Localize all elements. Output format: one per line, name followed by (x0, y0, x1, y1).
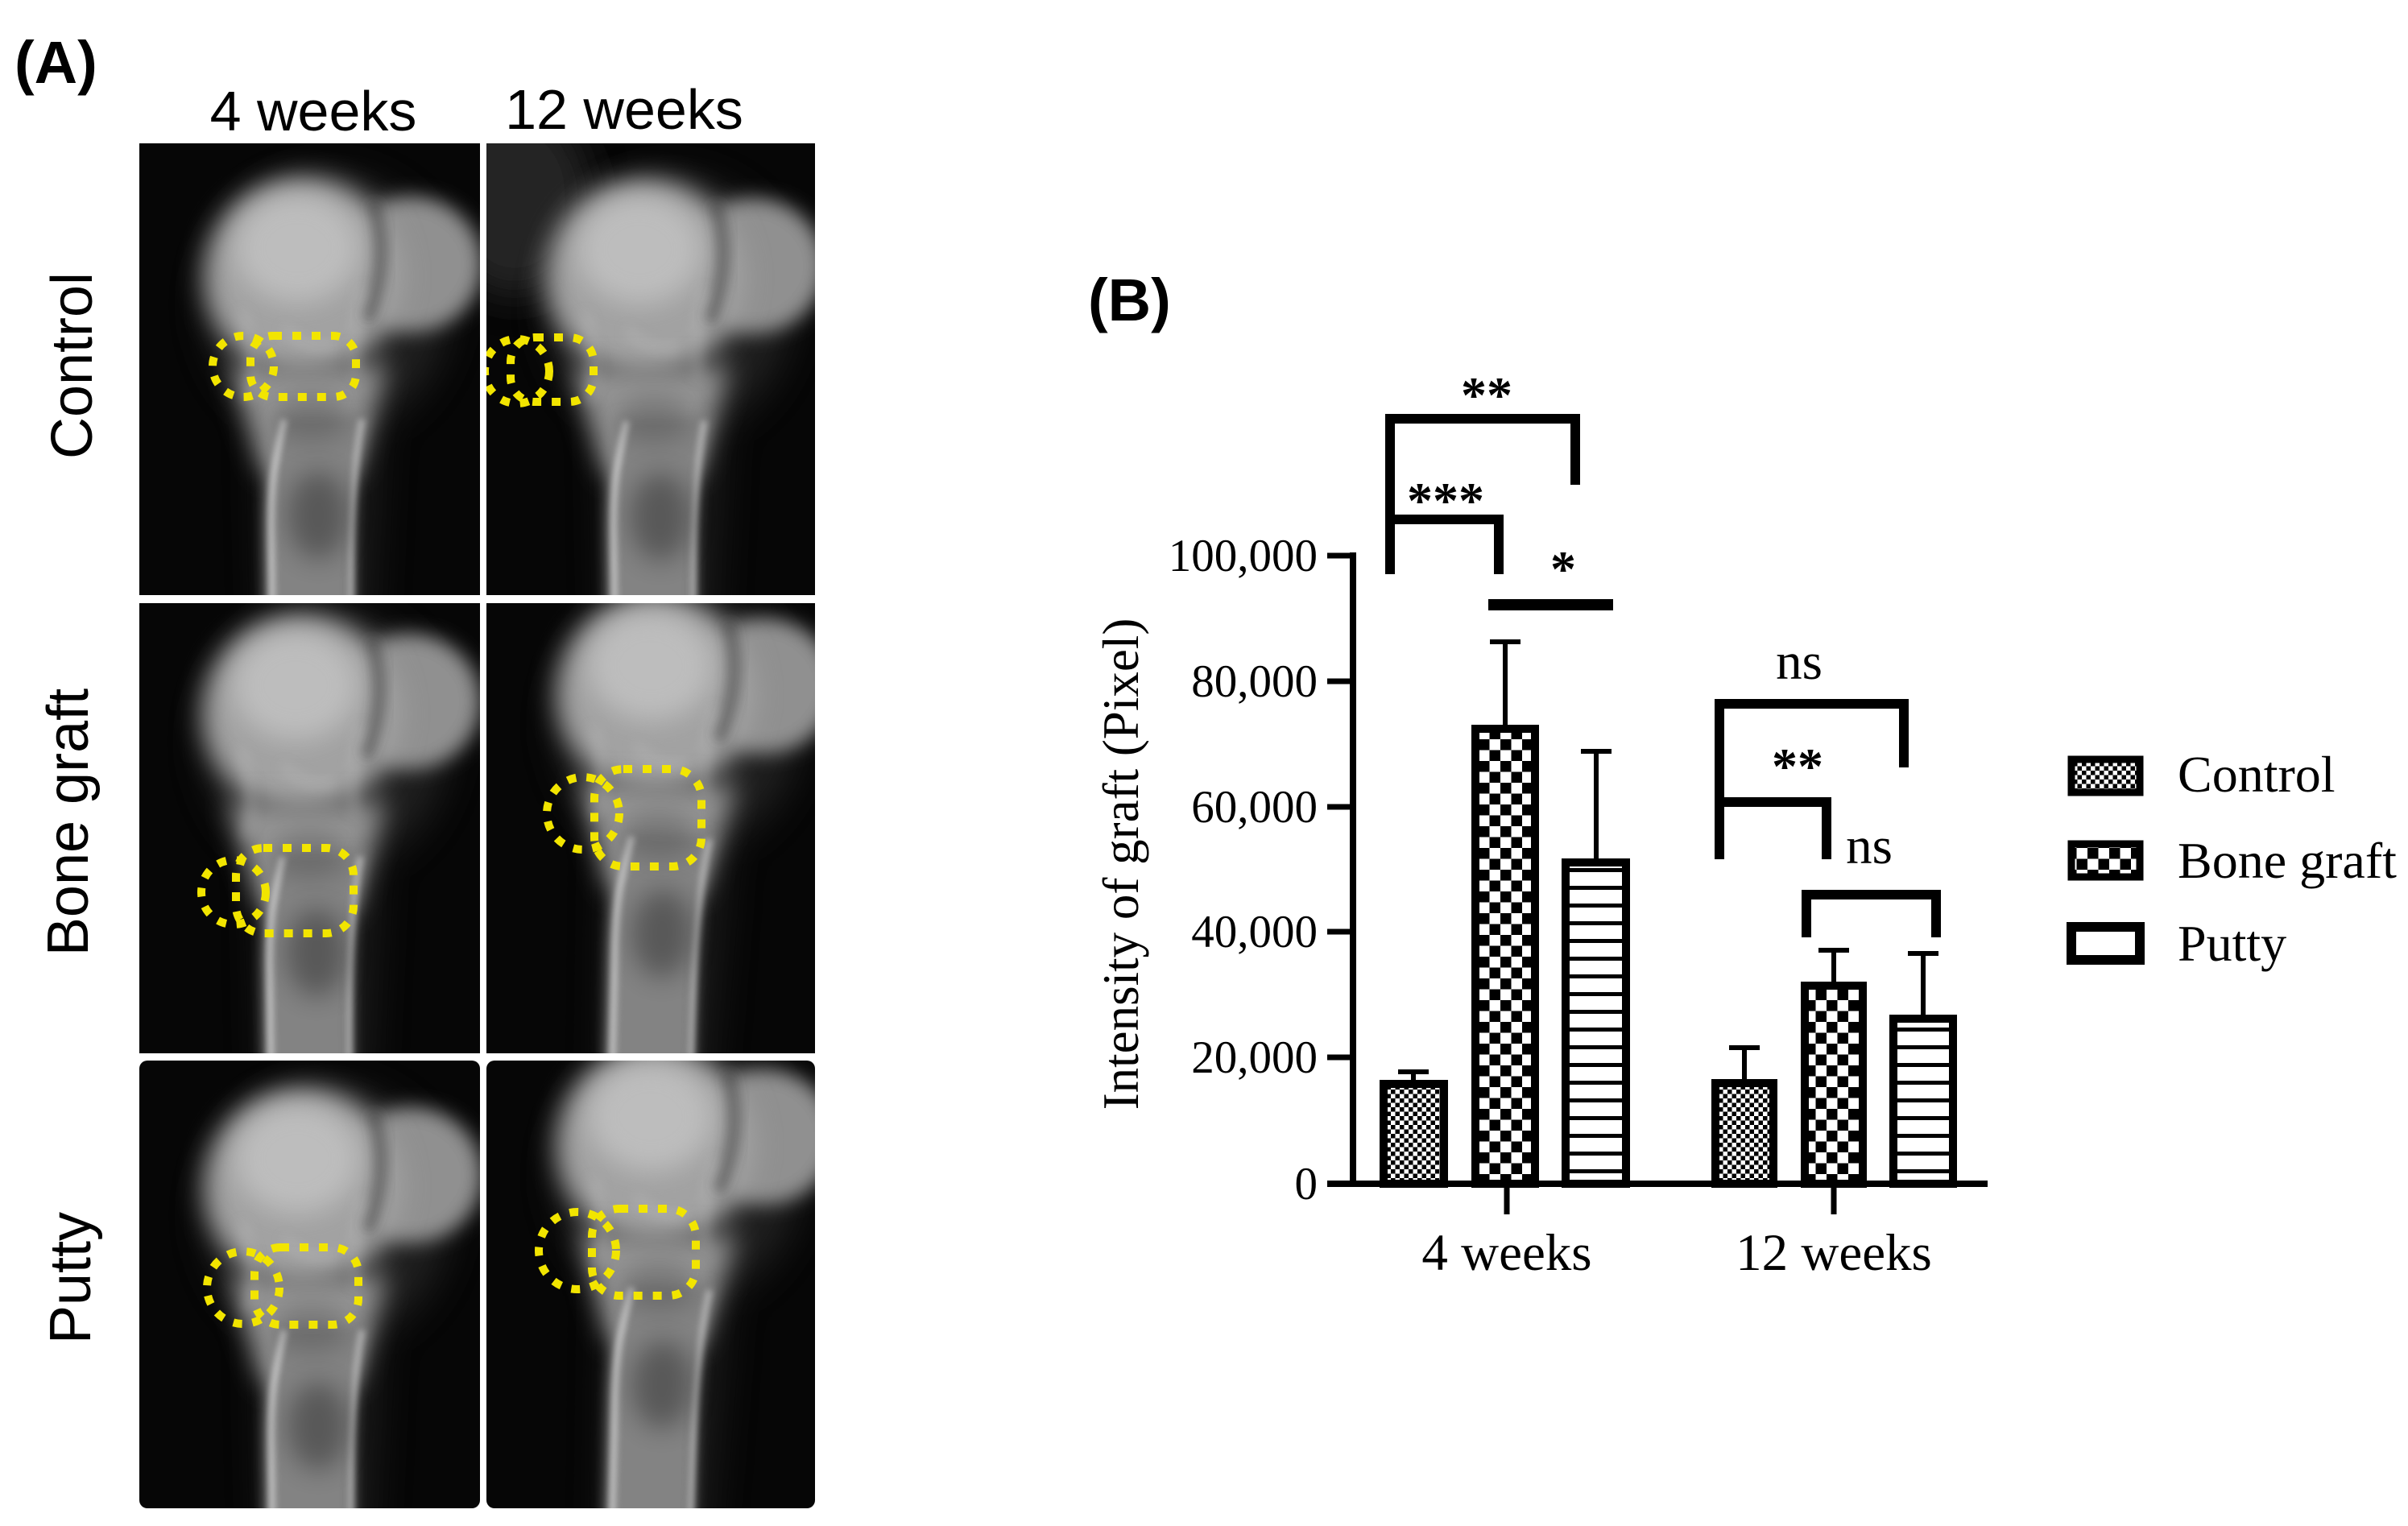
svg-text:40,000: 40,000 (1191, 907, 1318, 957)
svg-text:12 weeks: 12 weeks (1736, 1224, 1932, 1282)
svg-text:ns: ns (1846, 817, 1893, 875)
svg-text:**: ** (1461, 366, 1512, 424)
svg-text:(A): (A) (14, 29, 97, 96)
svg-text:***: *** (1407, 472, 1484, 529)
svg-text:Putty: Putty (2178, 915, 2286, 972)
svg-text:*: * (1550, 540, 1576, 598)
svg-text:4 weeks: 4 weeks (210, 80, 417, 143)
svg-text:0: 0 (1295, 1159, 1318, 1210)
svg-text:12 weeks: 12 weeks (505, 78, 743, 141)
svg-text:Intensity of graft (Pixel): Intensity of graft (Pixel) (1093, 618, 1149, 1110)
svg-text:Bone graft: Bone graft (2178, 832, 2397, 889)
svg-text:ns: ns (1776, 633, 1823, 691)
svg-text:Putty: Putty (39, 1212, 103, 1344)
svg-text:60,000: 60,000 (1191, 782, 1318, 833)
svg-text:Control: Control (40, 272, 105, 459)
svg-text:4 weeks: 4 weeks (1421, 1224, 1591, 1282)
svg-text:Control: Control (2178, 746, 2336, 803)
svg-text:20,000: 20,000 (1191, 1032, 1318, 1083)
svg-text:Bone graft: Bone graft (36, 689, 101, 956)
svg-text:**: ** (1772, 738, 1823, 795)
svg-text:100,000: 100,000 (1169, 531, 1318, 581)
svg-text:80,000: 80,000 (1191, 656, 1318, 707)
svg-text:(B): (B) (1088, 267, 1171, 333)
